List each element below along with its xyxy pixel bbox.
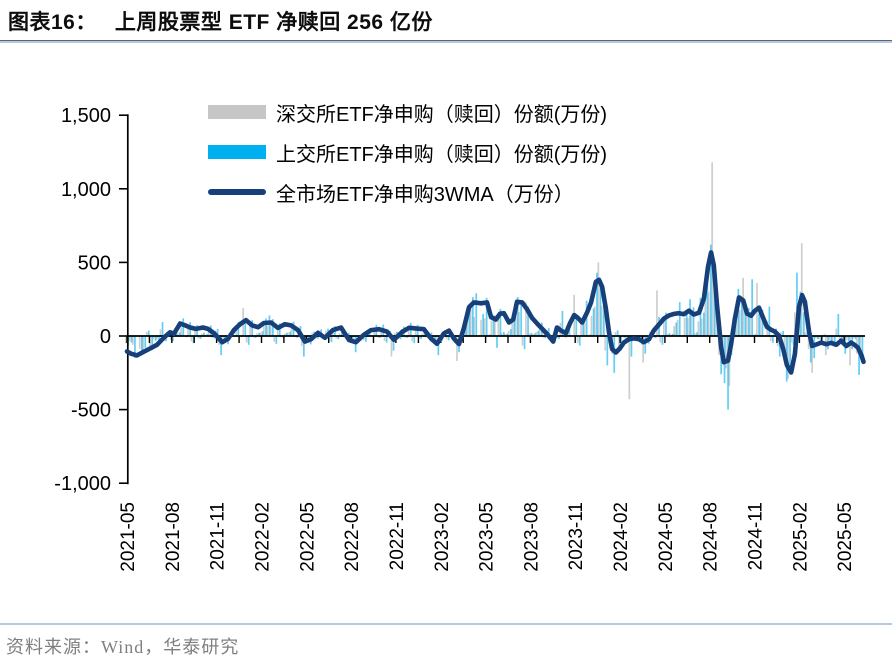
x-tick-label: 2025-05 [835, 502, 856, 572]
x-tick-label: 2024-02 [611, 502, 632, 572]
data-source-note: 资料来源：Wind，华泰研究 [6, 637, 240, 657]
legend-item-szse-bars: 深交所ETF净申购（赎回）份额(万份) [208, 92, 607, 132]
wma-line-swatch-icon [208, 189, 266, 195]
legend-item-wma-line: 全市场ETF净申购3WMA（万份） [208, 172, 607, 212]
figure-title-text: 上周股票型 ETF 净赎回 256 亿份 [114, 11, 433, 34]
sse-bar-swatch-icon [208, 145, 266, 159]
x-tick-label: 2022-05 [297, 502, 318, 572]
y-axis [119, 114, 129, 485]
x-tick-label: 2024-08 [701, 502, 722, 572]
title-divider [0, 40, 892, 43]
x-tick-label: 2023-11 [566, 502, 587, 570]
y-tick-label: -500 [71, 400, 111, 422]
x-tick-label: 2021-05 [118, 502, 139, 572]
y-tick-label: 0 [100, 326, 111, 348]
figure-number: 图表16： [8, 11, 97, 34]
x-tick-label: 2024-05 [656, 502, 677, 572]
footer-divider [0, 623, 892, 625]
legend-label: 全市场ETF净申购3WMA（万份） [276, 183, 574, 206]
y-tick-label: 1,000 [61, 179, 111, 201]
legend-label: 深交所ETF净申购（赎回）份额(万份) [276, 103, 608, 126]
x-tick-labels: 2021-05 2021-08 2021-11 2022-02 2022-05 2022-… [118, 502, 856, 572]
x-tick-label: 2023-05 [477, 502, 498, 572]
x-tick-label: 2022-02 [253, 502, 274, 572]
y-tick-label: 1,500 [61, 105, 111, 127]
y-tick-labels: 1,500 1,000 500 0 -500 -1,000 [54, 105, 111, 495]
x-tick-label: 2025-02 [790, 502, 811, 572]
chart-legend: 深交所ETF净申购（赎回）份额(万份) 上交所ETF净申购（赎回）份额(万份) … [208, 92, 607, 212]
x-tick-label: 2022-08 [342, 502, 363, 572]
x-tick-label: 2023-08 [521, 502, 542, 572]
legend-item-sse-bars: 上交所ETF净申购（赎回）份额(万份) [208, 132, 607, 172]
figure-title: 图表16： 上周股票型 ETF 净赎回 256 亿份 [8, 6, 433, 36]
szse-bar-swatch-icon [208, 105, 266, 119]
x-tick-label: 2021-08 [163, 502, 184, 572]
x-tick-label: 2024-11 [746, 502, 767, 570]
legend-label: 上交所ETF净申购（赎回）份额(万份) [276, 143, 608, 166]
market-wma-line [124, 250, 866, 375]
x-tick-label: 2021-11 [208, 502, 229, 570]
y-tick-label: 500 [78, 252, 111, 274]
x-tick-label: 2022-11 [387, 502, 408, 570]
x-tick-label: 2023-02 [432, 502, 453, 572]
x-axis [126, 335, 865, 343]
y-tick-label: -1,000 [54, 473, 111, 495]
